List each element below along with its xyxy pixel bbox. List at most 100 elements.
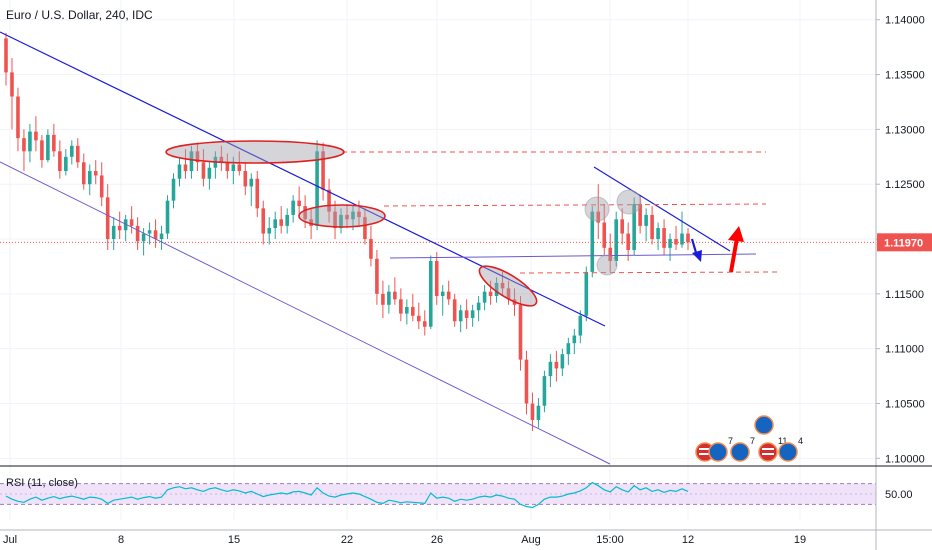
y-tick-label: 1.12500 <box>885 179 925 191</box>
candle <box>452 293 457 327</box>
event-icon[interactable]: 4 <box>778 436 803 462</box>
candle <box>159 225 164 250</box>
candle <box>105 184 110 250</box>
candle-body <box>34 131 38 141</box>
candle <box>249 173 254 207</box>
candle-body <box>52 134 56 152</box>
candle-body <box>572 335 577 344</box>
candle <box>632 197 636 256</box>
event-count: 7 <box>728 436 733 446</box>
event-icon[interactable] <box>754 415 774 435</box>
ellipse-highlight <box>478 265 538 307</box>
candle-body <box>165 200 170 234</box>
candle-body <box>560 354 565 369</box>
candle-body <box>530 403 535 420</box>
candle <box>285 208 289 234</box>
x-tick-label: 12 <box>682 534 694 546</box>
candle-body <box>64 156 68 172</box>
candle <box>524 350 529 415</box>
candle <box>476 296 481 322</box>
trend-line <box>593 166 731 252</box>
candle-body <box>369 239 373 259</box>
us-flag-icon <box>758 442 778 462</box>
event-count: 4 <box>798 436 803 446</box>
x-tick-label: 15:00 <box>596 534 624 546</box>
candle <box>34 116 38 152</box>
candle <box>381 280 385 318</box>
rsi-line <box>5 481 689 509</box>
candle <box>46 129 50 163</box>
y-tick-label: 1.11500 <box>885 289 924 301</box>
candle <box>4 32 8 86</box>
candle-body <box>99 175 104 198</box>
candle-body <box>111 225 116 240</box>
candle <box>297 186 301 215</box>
candle <box>614 211 619 267</box>
candle-body <box>195 151 200 163</box>
rsi-layer <box>5 481 689 509</box>
y-tick-label: 1.14000 <box>885 15 925 27</box>
candle <box>608 233 613 272</box>
y-tick-label: 1.13000 <box>885 124 925 136</box>
candle-body <box>393 291 397 300</box>
candle-body <box>500 282 505 289</box>
candle <box>58 140 62 179</box>
candle-body <box>267 228 272 234</box>
candle <box>542 370 547 413</box>
candle <box>674 225 678 250</box>
candle-body <box>261 208 266 234</box>
candle-body <box>249 178 254 187</box>
candle <box>165 195 170 240</box>
candle-body <box>590 211 595 272</box>
candle-body <box>147 230 152 234</box>
candle-body <box>303 206 307 220</box>
event-icon[interactable]: 11 <box>758 436 787 462</box>
candle <box>189 145 194 179</box>
candle-body <box>518 304 523 360</box>
candle-body <box>159 233 164 240</box>
flag-stripe <box>699 448 711 450</box>
candle-body <box>542 376 547 406</box>
candle-body <box>345 214 349 220</box>
rsi-band <box>0 483 876 505</box>
drawings-layer[interactable] <box>0 31 876 465</box>
candle <box>482 285 487 311</box>
eu-flag-icon <box>754 415 774 435</box>
candle <box>339 208 343 234</box>
eu-flag-icon <box>708 442 728 462</box>
candle <box>411 293 415 322</box>
candle <box>464 299 469 329</box>
candle-body <box>351 211 355 220</box>
candle <box>40 134 44 168</box>
event-icon[interactable]: 7 <box>730 436 755 462</box>
candle <box>363 208 367 245</box>
candle <box>548 354 553 388</box>
candle <box>536 398 541 428</box>
candle-body <box>207 167 212 179</box>
candle <box>626 222 630 261</box>
candle-body <box>506 288 511 300</box>
candle <box>75 138 80 168</box>
candle-body <box>291 200 295 215</box>
candle <box>171 173 176 209</box>
candle-body <box>141 233 146 242</box>
candle-body <box>309 219 313 226</box>
candle <box>93 160 98 185</box>
candle <box>387 285 391 314</box>
candle-body <box>470 310 475 318</box>
candle <box>680 211 684 248</box>
event-icon[interactable]: 7 <box>708 436 733 462</box>
chart-title: Euro / U.S. Dollar, 240, IDC <box>6 8 153 22</box>
candle-body <box>297 200 301 207</box>
events-layer[interactable]: 7 7 11 4 <box>695 415 803 462</box>
candle-body <box>129 219 134 226</box>
eu-flag-icon <box>778 442 798 462</box>
candle-body <box>70 145 74 157</box>
candle <box>279 206 283 234</box>
candle <box>327 178 331 223</box>
candle <box>231 156 236 185</box>
candle <box>10 58 14 130</box>
candle-body <box>279 219 283 226</box>
candle <box>70 140 74 165</box>
